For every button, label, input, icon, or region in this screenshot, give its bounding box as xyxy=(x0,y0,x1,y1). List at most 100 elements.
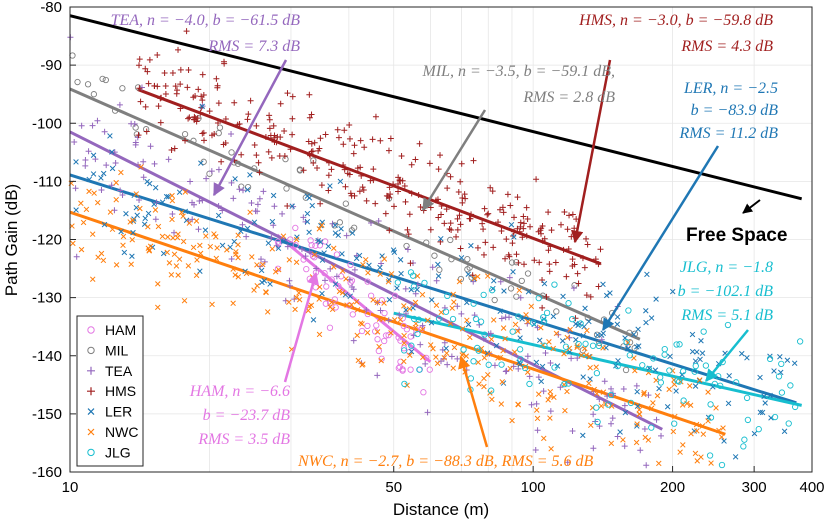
point-nwc xyxy=(83,206,90,213)
point-jlg xyxy=(707,414,715,421)
point-tea xyxy=(608,385,615,392)
point-nwc xyxy=(484,273,491,279)
point-nwc xyxy=(344,302,350,308)
point-tea xyxy=(140,174,147,181)
point-ler xyxy=(332,281,339,287)
point-ler xyxy=(337,178,344,185)
point-nwc xyxy=(330,264,337,270)
point-ler xyxy=(634,388,640,395)
point-hms xyxy=(340,141,347,148)
point-tea xyxy=(547,360,554,367)
point-mil xyxy=(518,277,525,284)
point-mil xyxy=(436,266,443,273)
point-ler xyxy=(541,280,548,287)
point-nwc xyxy=(354,332,360,339)
point-nwc xyxy=(586,380,592,387)
point-ler xyxy=(757,374,763,381)
point-hms xyxy=(545,209,552,216)
point-ler xyxy=(464,299,470,306)
point-ham xyxy=(328,276,335,283)
point-hms xyxy=(314,164,321,171)
point-tea xyxy=(165,156,172,163)
point-ler xyxy=(152,184,159,191)
point-hms xyxy=(506,253,513,260)
point-ler xyxy=(698,337,704,344)
point-nwc xyxy=(547,415,553,421)
point-ler xyxy=(319,257,326,263)
point-nwc xyxy=(419,326,426,333)
point-ler xyxy=(586,318,592,325)
point-nwc xyxy=(441,355,448,361)
point-jlg xyxy=(565,380,572,387)
point-jlg xyxy=(671,420,678,427)
point-hms xyxy=(171,145,178,152)
point-hms xyxy=(563,273,570,280)
point-nwc xyxy=(486,351,493,357)
point-hms xyxy=(406,211,413,218)
point-jlg xyxy=(676,341,683,348)
point-nwc xyxy=(705,418,711,424)
point-jlg xyxy=(435,315,443,322)
point-hms xyxy=(363,197,370,204)
point-hms xyxy=(186,114,193,121)
point-nwc xyxy=(608,440,615,447)
point-nwc xyxy=(203,233,209,239)
point-hms xyxy=(437,152,444,159)
point-ler xyxy=(304,193,311,199)
point-nwc xyxy=(632,367,638,374)
point-hms xyxy=(520,220,527,227)
point-tea xyxy=(621,402,628,409)
point-nwc xyxy=(251,287,257,293)
point-hms xyxy=(546,261,553,268)
point-hms xyxy=(215,100,222,107)
point-mil xyxy=(84,81,92,88)
point-ler xyxy=(721,438,727,444)
point-hms xyxy=(516,228,523,235)
point-nwc xyxy=(193,218,200,224)
point-hms xyxy=(438,202,445,209)
point-tea xyxy=(471,312,478,319)
point-hms xyxy=(287,146,294,153)
point-ler xyxy=(554,363,561,369)
point-ham xyxy=(426,366,433,373)
point-mil xyxy=(622,366,630,374)
point-nwc xyxy=(113,196,119,203)
point-ler xyxy=(517,361,523,367)
point-tea xyxy=(228,256,235,263)
point-hms xyxy=(253,152,260,159)
point-jlg xyxy=(421,279,428,287)
point-hms xyxy=(587,293,594,300)
point-ler xyxy=(90,152,97,159)
point-ler xyxy=(777,354,783,360)
point-nwc xyxy=(166,260,173,266)
point-tea xyxy=(422,360,429,367)
point-ler xyxy=(643,307,649,314)
point-jlg xyxy=(485,361,492,368)
point-hms xyxy=(415,192,422,199)
point-tea xyxy=(476,321,483,328)
point-nwc xyxy=(70,240,76,247)
point-ham xyxy=(348,277,356,284)
point-jlg xyxy=(562,343,570,350)
point-ler xyxy=(289,203,295,209)
point-hms xyxy=(253,122,260,129)
annotation-ler-line3: RMS = 11.2 dB xyxy=(679,125,779,142)
point-tea xyxy=(228,179,235,186)
point-tea xyxy=(215,202,222,209)
point-hms xyxy=(262,133,269,140)
point-nwc xyxy=(434,360,441,367)
point-ler xyxy=(667,353,673,360)
point-ler xyxy=(580,432,586,439)
point-ler xyxy=(349,230,356,236)
point-nwc xyxy=(233,251,239,258)
point-ler xyxy=(664,404,671,410)
point-nwc xyxy=(523,312,529,318)
point-ler xyxy=(146,180,153,187)
point-hms xyxy=(520,213,527,220)
point-jlg xyxy=(625,307,632,314)
point-jlg xyxy=(543,309,551,317)
point-hms xyxy=(574,270,581,277)
point-ham xyxy=(375,347,382,355)
point-tea xyxy=(260,188,267,195)
point-tea xyxy=(564,459,571,466)
